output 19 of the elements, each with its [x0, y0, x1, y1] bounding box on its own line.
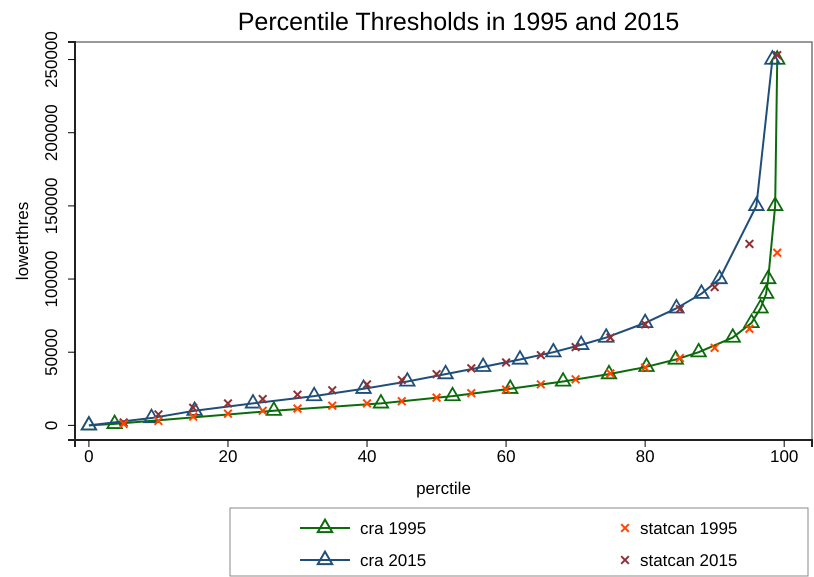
- legend-label: cra 1995: [360, 519, 426, 538]
- legend-label: statcan 1995: [640, 519, 738, 538]
- y-tick-label: 250000: [42, 31, 61, 88]
- x-tick-label: 80: [636, 447, 655, 466]
- y-tick-label: 200000: [42, 104, 61, 162]
- x-tick-label: 0: [84, 447, 94, 466]
- x-tick-label: 60: [496, 447, 516, 466]
- y-axis-title: lowerthres: [13, 202, 32, 280]
- x-tick-label: 40: [358, 447, 376, 466]
- x-axis-title: perctile: [416, 479, 471, 498]
- legend-label: statcan 2015: [640, 551, 738, 570]
- y-tick-label: 0: [42, 420, 61, 430]
- y-tick-label: 150000: [42, 178, 61, 234]
- chart-title: Percentile Thresholds in 1995 and 2015: [238, 8, 680, 36]
- y-tick-label: 50000: [42, 328, 61, 376]
- y-tick-label: 100000: [42, 250, 61, 308]
- x-tick-label: 20: [218, 447, 238, 466]
- x-tick-label: 100: [770, 447, 798, 466]
- legend-label: cra 2015: [360, 551, 426, 570]
